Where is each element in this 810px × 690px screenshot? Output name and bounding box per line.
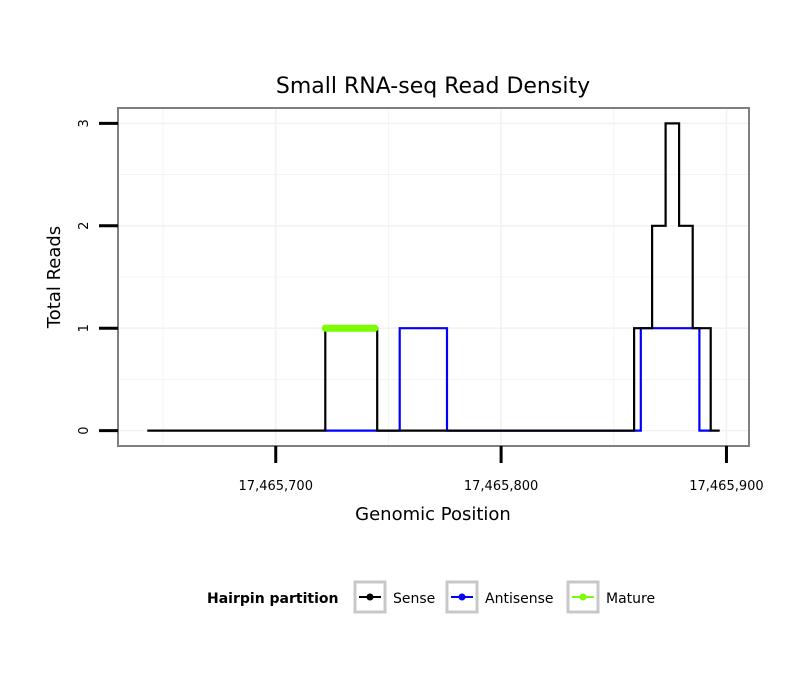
legend-key-box	[353, 580, 387, 614]
legend-label: Sense	[393, 591, 435, 607]
legend-key-point	[458, 593, 466, 601]
legend-item-mature: Mature	[566, 580, 655, 614]
x-tick-label: 17,465,900	[689, 479, 763, 494]
y-tick-label: 2	[77, 222, 92, 230]
legend-label: Mature	[606, 591, 655, 607]
y-tick-label: 1	[77, 324, 92, 332]
y-tick-label: 3	[77, 119, 92, 127]
y-tick-label: 0	[77, 426, 92, 434]
legend-key-point	[366, 593, 374, 601]
x-tick-label: 17,465,800	[464, 479, 538, 494]
legend-label: Antisense	[485, 591, 554, 607]
grid-lines	[118, 108, 749, 446]
legend-title: Hairpin partition	[207, 591, 338, 607]
x-tick-label: 17,465,700	[239, 479, 313, 494]
x-axis-title: Genomic Position	[355, 504, 511, 525]
legend-item-antisense: Antisense	[445, 580, 554, 614]
axis-ticks: 17,465,700 17,465,800 17,465,900 0 1 2 3	[77, 119, 764, 494]
legend: Hairpin partition Sense Antisense Mature	[207, 580, 655, 614]
y-axis-title: Total Reads	[44, 226, 65, 329]
legend-key-point	[579, 593, 587, 601]
chart-title: Small RNA-seq Read Density	[276, 74, 590, 99]
series-lines	[147, 122, 720, 432]
legend-item-sense: Sense	[353, 580, 435, 614]
plot-border	[117, 107, 750, 447]
